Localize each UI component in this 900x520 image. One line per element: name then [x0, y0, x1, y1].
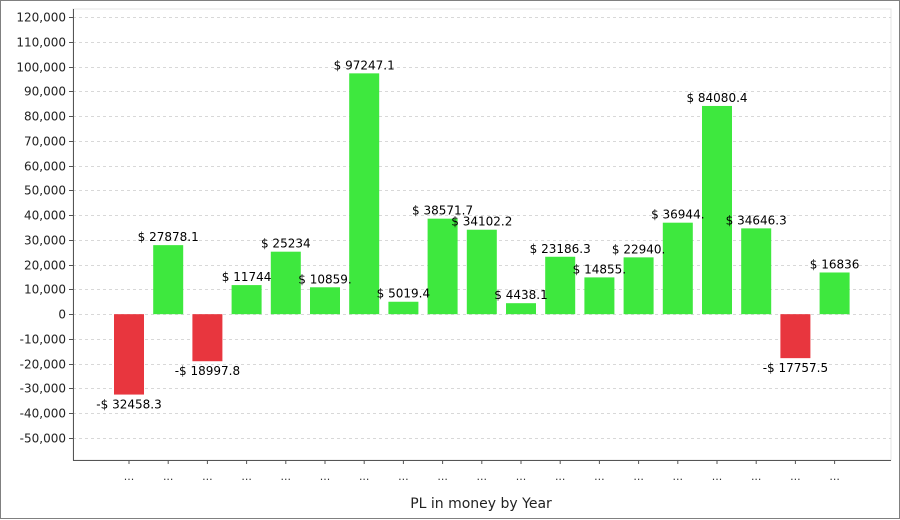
- x-tick-label: ...: [241, 470, 252, 483]
- x-tick-label: ...: [163, 470, 174, 483]
- bars: [114, 73, 850, 395]
- bar: [780, 314, 811, 359]
- x-tick-label: ...: [673, 470, 684, 483]
- data-labels: -$ 32458.3 $ 27878.1 -$ 18997.8 $ 11744 $ 25…: [96, 58, 859, 411]
- x-tick-label: ...: [281, 470, 292, 483]
- axes: -50,000 -40,000 -30,000 -20,000 -10,000 0 10,0…: [16, 9, 891, 483]
- y-tick-label: 70,000: [24, 135, 66, 149]
- x-tick-label: ...: [320, 470, 331, 483]
- x-tick-label: ...: [594, 470, 605, 483]
- x-axis-title: PL in money by Year: [410, 496, 552, 512]
- bar: [270, 251, 301, 315]
- data-label: $ 14855.: [573, 262, 626, 276]
- bar: [349, 73, 380, 315]
- bar: [623, 257, 654, 315]
- y-tick-label: -50,000: [20, 432, 66, 446]
- x-tick-label: ...: [359, 470, 370, 483]
- bar: [310, 287, 340, 315]
- bar: [506, 303, 536, 315]
- x-tick-label: ...: [516, 470, 527, 483]
- data-label: $ 27878.1: [138, 230, 199, 244]
- bar: [427, 218, 458, 315]
- bar: [584, 277, 615, 315]
- y-tick-label: 50,000: [24, 184, 66, 198]
- data-label: -$ 18997.8: [175, 364, 240, 378]
- data-label: $ 97247.1: [334, 58, 395, 72]
- bar: [819, 272, 850, 315]
- bar: [192, 314, 223, 362]
- bar: [466, 229, 497, 315]
- x-tick-label: ...: [633, 470, 644, 483]
- y-tick-label: 120,000: [16, 11, 66, 25]
- y-tick-label: 0: [58, 308, 66, 322]
- data-label: $ 16836: [810, 257, 860, 271]
- x-tick-label: ...: [555, 470, 566, 483]
- data-label: $ 34102.2: [451, 215, 512, 229]
- y-tick-label: 60,000: [24, 160, 66, 174]
- bar: [545, 256, 576, 315]
- y-tick-label: 20,000: [24, 259, 66, 273]
- x-tick-label: ...: [437, 470, 448, 483]
- data-label: -$ 32458.3: [96, 398, 161, 412]
- bar: [231, 285, 262, 315]
- data-label: $ 5019.4: [377, 287, 430, 301]
- y-tick-label: -30,000: [20, 382, 66, 396]
- data-label: $ 23186.3: [530, 242, 591, 256]
- y-tick-label: -20,000: [20, 358, 66, 372]
- y-tick-label: 10,000: [24, 283, 66, 297]
- data-label: $ 4438.1: [494, 288, 547, 302]
- bar: [741, 228, 772, 315]
- x-tick-label: ...: [477, 470, 488, 483]
- x-tick-label: ...: [124, 470, 135, 483]
- bar: [702, 105, 732, 315]
- x-tick-label: ...: [202, 470, 213, 483]
- y-tick-label: 80,000: [24, 110, 66, 124]
- x-tick-label: ...: [751, 470, 762, 483]
- data-label: $ 34646.3: [726, 213, 787, 227]
- data-label: $ 10859.: [298, 272, 351, 286]
- data-label: $ 36944.: [651, 208, 704, 222]
- x-tick-label: ...: [790, 470, 801, 483]
- x-tick-label: ...: [712, 470, 723, 483]
- data-label: $ 22940.: [612, 242, 665, 256]
- y-tick-label: -10,000: [20, 333, 66, 347]
- y-tick-label: 90,000: [24, 85, 66, 99]
- y-tick-label: 100,000: [16, 61, 66, 75]
- data-label: $ 38571.7: [412, 204, 473, 218]
- x-tick-label: ...: [398, 470, 409, 483]
- bar: [662, 222, 693, 315]
- y-tick-label: 30,000: [24, 234, 66, 248]
- bar: [153, 245, 184, 315]
- x-tick-label: ...: [829, 470, 840, 483]
- data-label: $ 25234: [261, 237, 311, 251]
- y-tick-label: 40,000: [24, 209, 66, 223]
- y-tick-label: -40,000: [20, 407, 66, 421]
- data-label: $ 84080.4: [686, 91, 747, 105]
- bar: [388, 301, 419, 315]
- y-tick-label: 110,000: [16, 36, 66, 50]
- data-label: -$ 17757.5: [763, 361, 828, 375]
- bar: [114, 314, 144, 395]
- data-label: $ 11744: [222, 270, 272, 284]
